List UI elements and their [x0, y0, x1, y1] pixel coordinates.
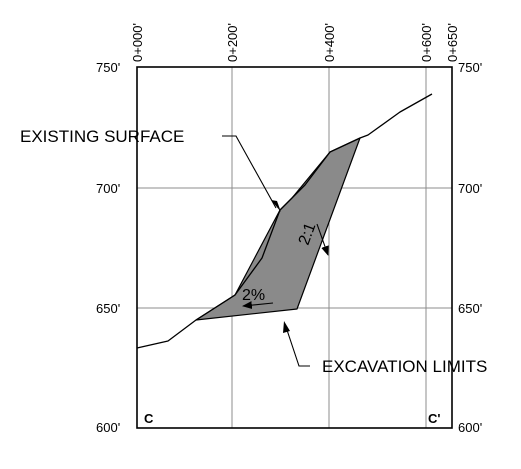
existing-ground-line — [136, 93, 433, 349]
station-label-650: 0+650' — [445, 23, 460, 62]
section-start-label: C — [144, 411, 154, 426]
existing-surface-arrowhead — [271, 200, 281, 212]
excavation-area — [195, 137, 361, 321]
slope-2-1-label: 2:1 — [296, 221, 320, 248]
elev-left-600: 600' — [96, 420, 120, 435]
excavation-limits-leader — [286, 329, 310, 367]
elev-left-700: 700' — [96, 181, 120, 196]
elev-left-750: 750' — [96, 60, 120, 75]
slope-2pct-label: 2% — [242, 287, 265, 304]
existing-surface-label: EXISTING SURFACE — [20, 127, 184, 146]
station-label-200: 0+200' — [225, 23, 240, 62]
existing-surface-leader — [222, 135, 277, 209]
elev-left-650: 650' — [96, 301, 120, 316]
excavation-limits-arrowhead — [283, 321, 290, 333]
excavation-limits-label: EXCAVATION LIMITS — [322, 357, 487, 376]
elev-right-700: 700' — [458, 181, 482, 196]
elev-right-750: 750' — [458, 60, 482, 75]
section-end-label: C' — [428, 411, 440, 426]
station-label-400: 0+400' — [322, 23, 337, 62]
elev-right-650: 650' — [458, 301, 482, 316]
station-label-600: 0+600' — [419, 23, 434, 62]
station-label-0: 0+000' — [130, 23, 145, 62]
slope-2pct-arrow — [242, 301, 274, 310]
section-frame — [136, 66, 453, 429]
slope-2-1-arrow — [316, 223, 329, 256]
elev-right-600: 600' — [458, 420, 482, 435]
